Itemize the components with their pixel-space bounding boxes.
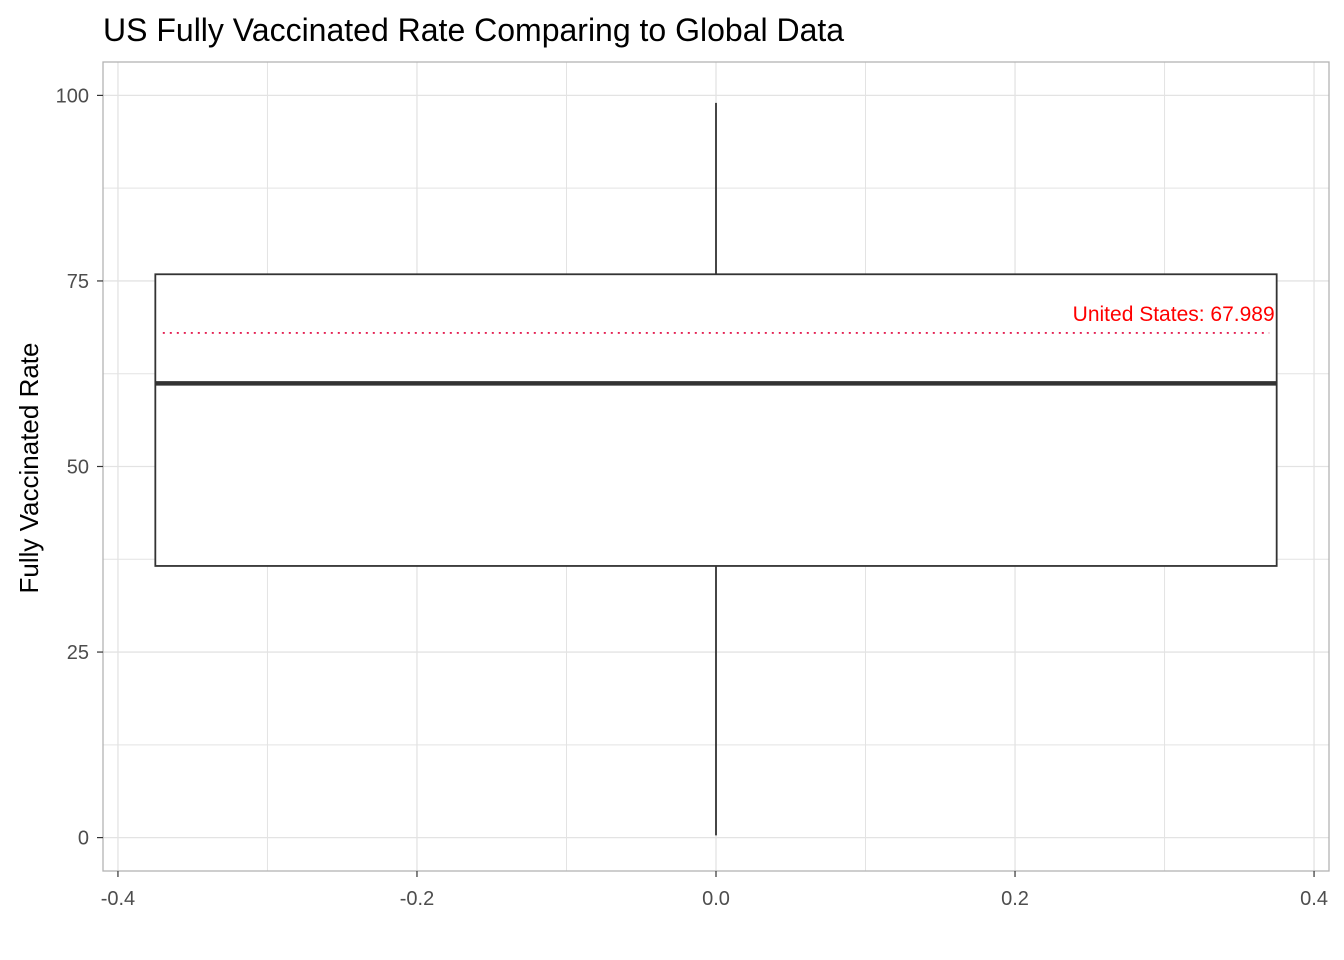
chart-title: US Fully Vaccinated Rate Comparing to Gl… [103,12,844,48]
x-tick-label: 0.0 [702,888,730,910]
boxplot-box [154,102,1278,836]
us-annotation-label: United States: 67.989 [1073,303,1275,326]
y-axis-title: Fully Vaccinated Rate [14,343,44,594]
axes: -0.4 -0.2 0.0 0.2 0.4 0 25 50 75 100 [56,61,1330,910]
x-tick-label: 0.4 [1300,888,1328,910]
y-tick-label: 25 [67,642,89,664]
annotation-layer: United States: 67.989 [162,303,1275,334]
x-tick-label: -0.4 [101,888,135,910]
interquartile-box [154,273,1278,567]
y-tick-label: 75 [67,271,89,293]
y-tick-label: 100 [56,85,89,107]
y-tick-label: 50 [67,457,89,479]
x-tick-label: -0.2 [400,888,434,910]
x-tick-label: 0.2 [1001,888,1029,910]
y-tick-label: 0 [78,828,89,850]
